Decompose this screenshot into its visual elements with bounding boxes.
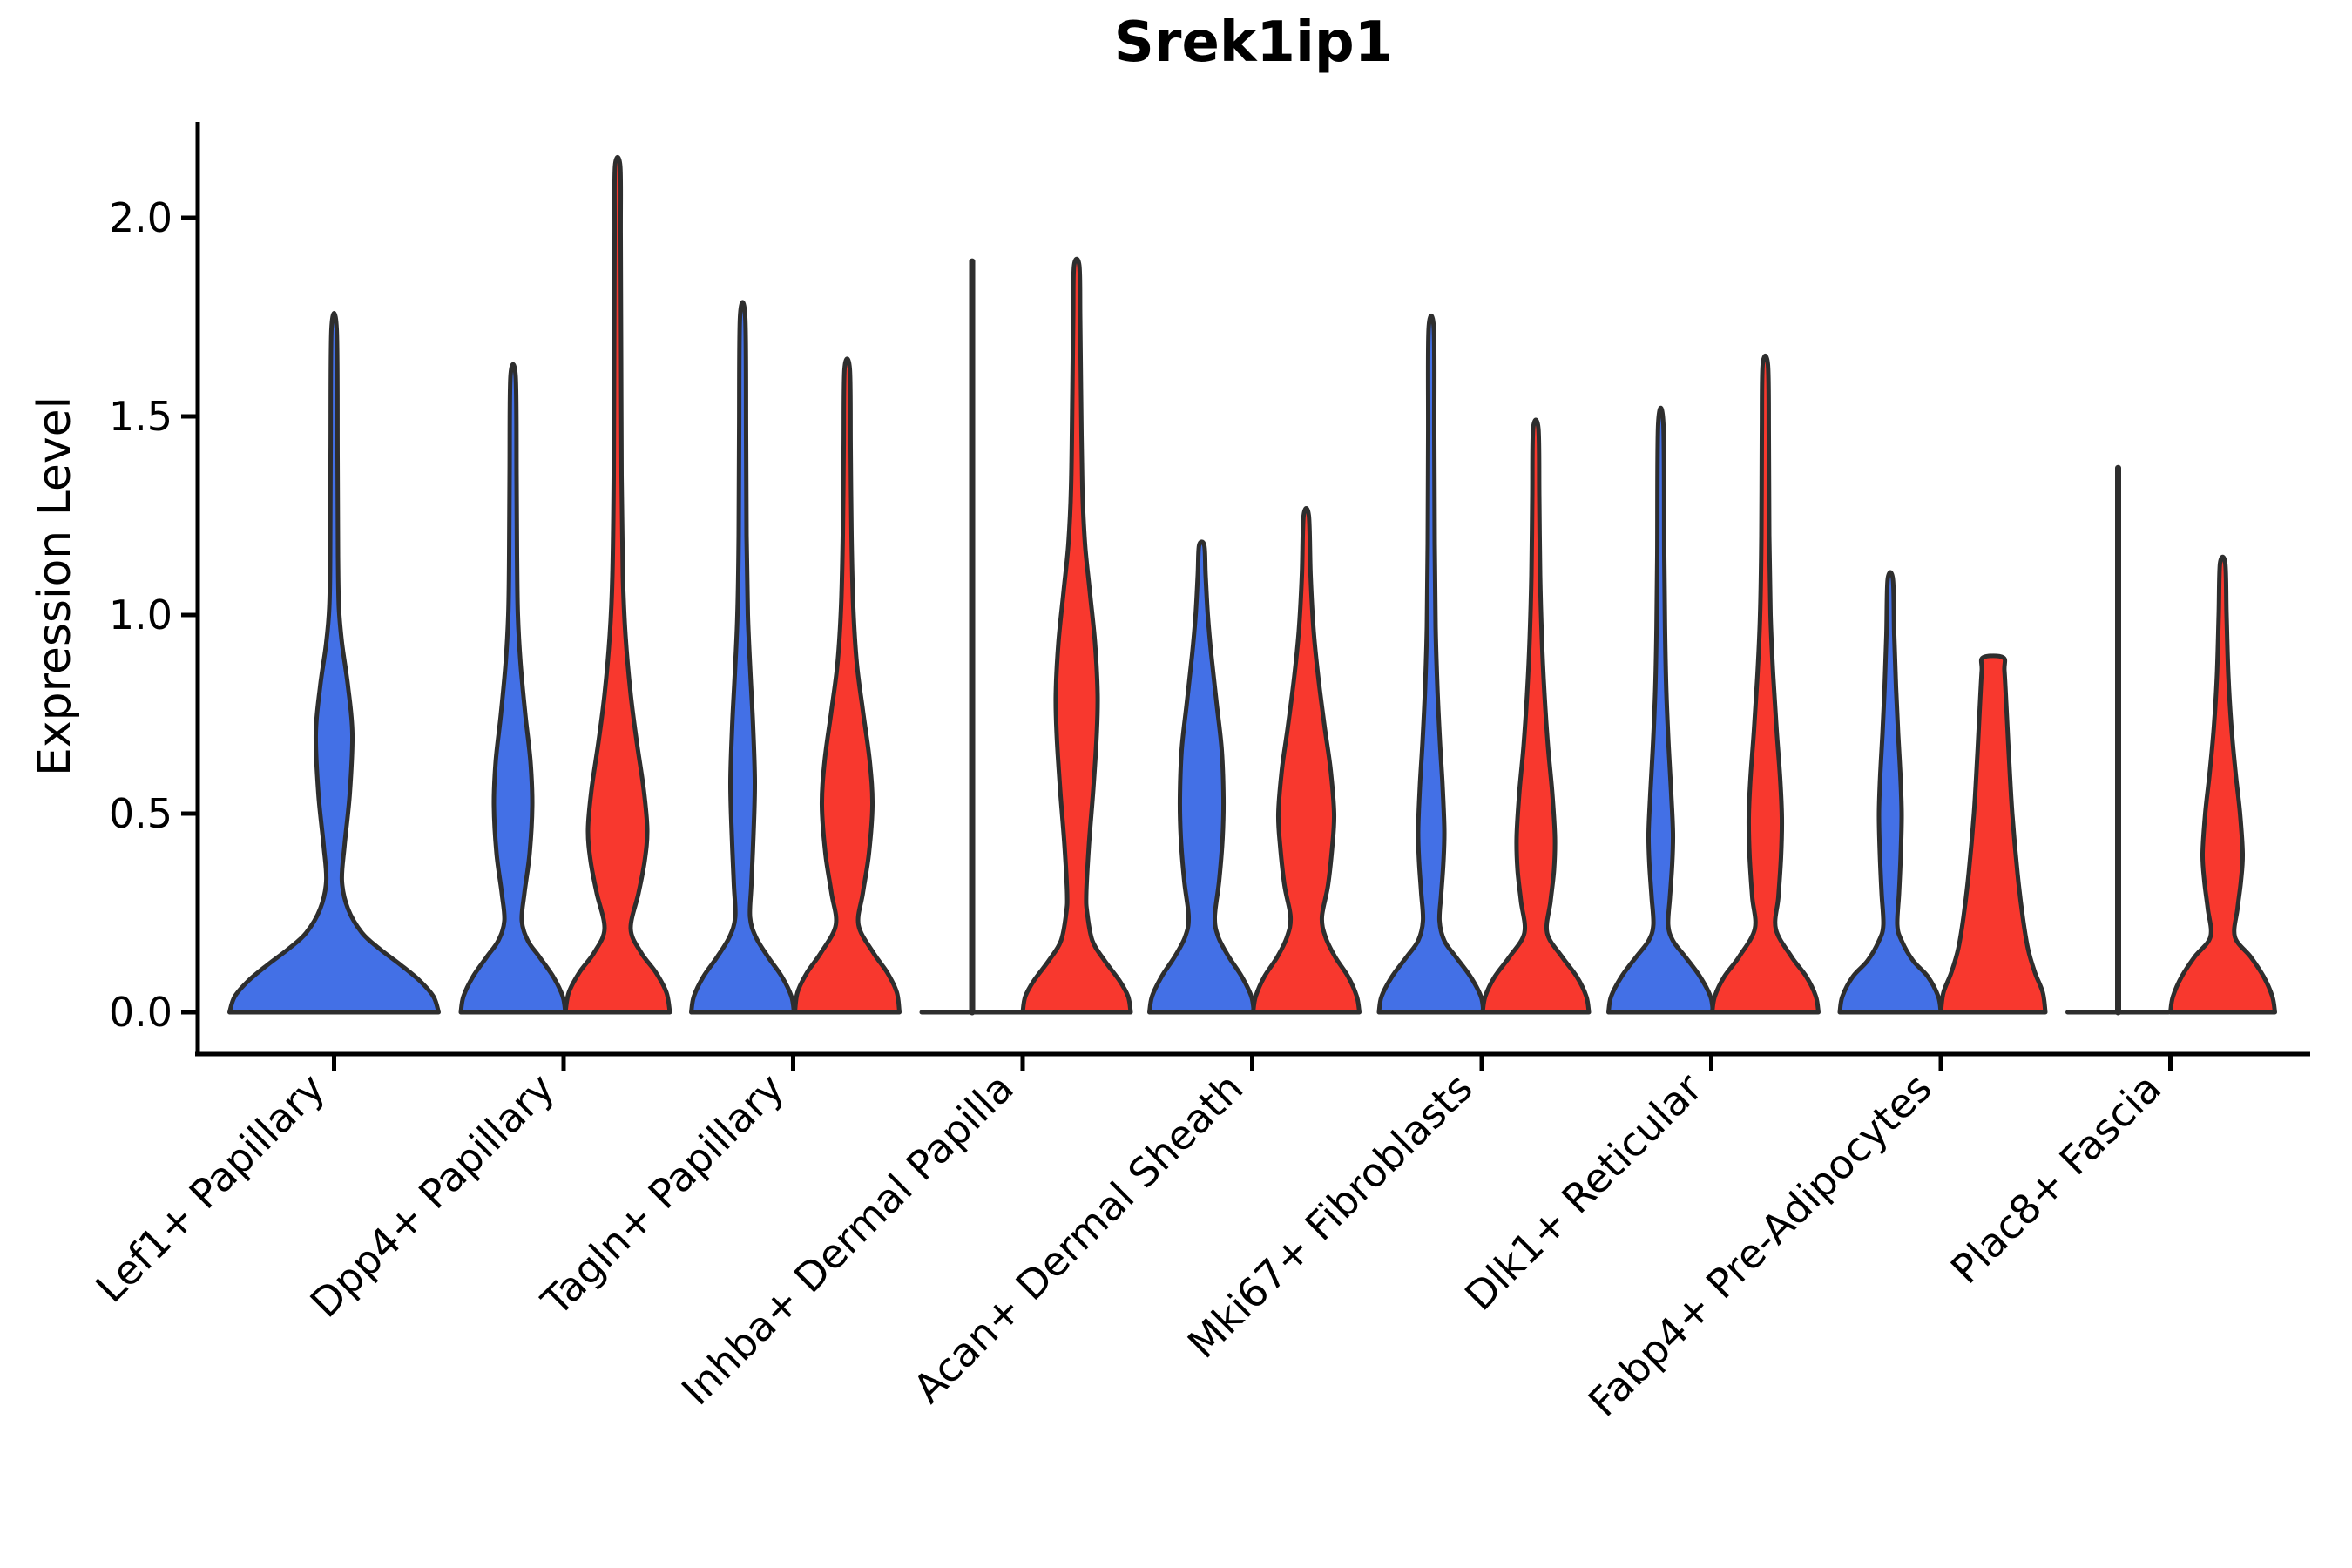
- violin-dlk1-reticular-blue: [1606, 405, 1715, 1015]
- y-tick-label: 1.5: [109, 393, 172, 440]
- chart-title: Srek1ip1: [1114, 10, 1393, 75]
- violin-inhba-dermal-papilla-red: [1020, 256, 1133, 1015]
- violin-acan-dermal-sheath-red: [1251, 505, 1362, 1015]
- violin-lef1-papillary-blue: [227, 310, 441, 1015]
- violin-fabp4-pre-adipocytes-red: [1938, 653, 2048, 1015]
- violin-dpp4-papillary-blue: [458, 362, 568, 1015]
- violin-mki67-fibroblasts-blue: [1376, 313, 1486, 1015]
- violin-tagln-papillary-red: [793, 356, 902, 1015]
- y-axis-label: Expression Level: [29, 396, 81, 776]
- violin-acan-dermal-sheath-blue: [1147, 539, 1256, 1015]
- violin-tagln-papillary-blue: [689, 300, 796, 1015]
- violin-dlk1-reticular-red: [1710, 353, 1821, 1015]
- axes-layer: [181, 122, 2310, 1071]
- violin-dpp4-papillary-red: [563, 154, 672, 1015]
- x-tick-label-dlk1-reticular: Dlk1+ Reticular: [1456, 1064, 1711, 1320]
- x-tick-label-dpp4-papillary: Dpp4+ Papillary: [301, 1064, 564, 1327]
- y-tick-label: 0.0: [109, 989, 172, 1036]
- violins-layer: [227, 154, 2277, 1016]
- y-tick-label: 0.5: [109, 790, 172, 837]
- violin-fabp4-pre-adipocytes-blue: [1837, 570, 1943, 1015]
- x-tick-label-plac8-fascia: Plac8+ Fascia: [1942, 1064, 2170, 1293]
- y-tick-label: 2.0: [109, 194, 172, 241]
- y-tick-label: 1.0: [109, 591, 172, 639]
- violin-mki67-fibroblasts-red: [1480, 417, 1592, 1015]
- x-tick-label-lef1-papillary: Lef1+ Papillary: [86, 1064, 334, 1312]
- y-tick-labels: 0.0 0.5 1.0 1.5 2.0: [109, 194, 172, 1036]
- x-tick-label-tagln-papillary: Tagln+ Papillary: [532, 1064, 794, 1326]
- violin-plac8-fascia-red: [2168, 554, 2277, 1015]
